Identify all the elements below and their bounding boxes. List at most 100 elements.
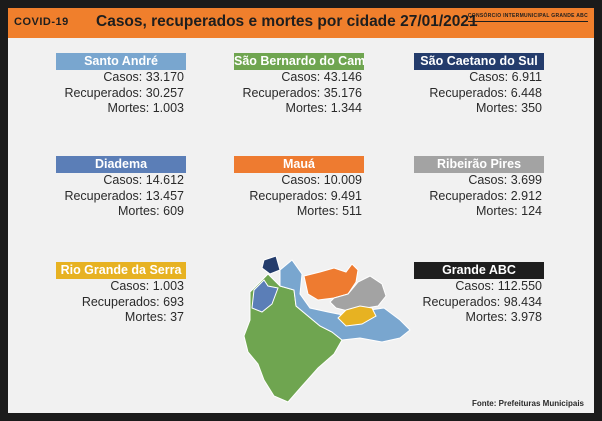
mortes-value: 37 [170, 310, 184, 324]
mortes-row: Mortes: 1.003 [56, 101, 186, 117]
grande-abc-map [243, 255, 411, 403]
city-card-grande-abc: Grande ABC Casos: 112.550 Recuperados: 9… [414, 262, 544, 326]
casos-value: 112.550 [497, 279, 542, 293]
mortes-value: 1.003 [152, 101, 184, 115]
recuperados-value: 6.448 [510, 85, 542, 100]
source-note: Fonte: Prefeituras Municipais [471, 399, 584, 408]
mortes-value: 124 [521, 204, 542, 218]
casos-row: Casos: 10.009 [234, 173, 364, 189]
map-region-santo-andre [279, 259, 411, 343]
infographic-panel: COVID-19 Casos, recuperados e mortes por… [8, 8, 594, 413]
recuperados-row: Recuperados: 6.448 [414, 86, 544, 102]
city-name: Mauá [234, 156, 364, 173]
casos-value: 3.699 [510, 173, 542, 187]
mortes-row: Mortes: 3.978 [414, 310, 544, 326]
casos-label: Casos: [110, 279, 150, 293]
casos-label: Casos: [281, 70, 321, 84]
recuperados-row: Recuperados: 693 [56, 295, 186, 311]
recuperados-value: 98.434 [503, 294, 542, 309]
casos-value: 33.170 [145, 70, 184, 84]
mortes-label: Mortes: [475, 101, 518, 115]
city-card-maua: Mauá Casos: 10.009 Recuperados: 9.491 Mo… [234, 156, 364, 220]
recuperados-label: Recuperados: [242, 85, 321, 100]
casos-row: Casos: 112.550 [414, 279, 544, 295]
recuperados-label: Recuperados: [429, 188, 508, 203]
casos-label: Casos: [469, 70, 509, 84]
mortes-row: Mortes: 124 [414, 204, 544, 220]
header-bar: COVID-19 Casos, recuperados e mortes por… [8, 8, 594, 38]
city-card-sao-bernardo-do-campo: São Bernardo do Campo Casos: 43.146 Recu… [234, 53, 364, 117]
casos-row: Casos: 3.699 [414, 173, 544, 189]
casos-value: 10.009 [323, 173, 362, 187]
mortes-row: Mortes: 350 [414, 101, 544, 117]
mortes-label: Mortes: [124, 310, 167, 324]
recuperados-label: Recuperados: [81, 294, 160, 309]
mortes-row: Mortes: 37 [56, 310, 186, 326]
map-region-sao-caetano-do-sul [261, 255, 281, 275]
casos-value: 1.003 [152, 279, 184, 293]
recuperados-value: 35.176 [323, 85, 362, 100]
covid-tag: COVID-19 [14, 16, 69, 28]
city-card-diadema: Diadema Casos: 14.612 Recuperados: 13.45… [56, 156, 186, 220]
mortes-label: Mortes: [475, 204, 518, 218]
recuperados-value: 693 [163, 294, 184, 309]
casos-label: Casos: [103, 70, 143, 84]
city-name: São Caetano do Sul [414, 53, 544, 70]
mortes-row: Mortes: 511 [234, 204, 364, 220]
mortes-value: 511 [342, 204, 362, 218]
city-card-ribeirao-pires: Ribeirão Pires Casos: 3.699 Recuperados:… [414, 156, 544, 220]
page-title: Casos, recuperados e mortes por cidade 2… [96, 13, 478, 30]
city-card-santo-andre: Santo André Casos: 33.170 Recuperados: 3… [56, 53, 186, 117]
mortes-label: Mortes: [465, 310, 508, 324]
casos-label: Casos: [468, 173, 508, 187]
recuperados-value: 9.491 [330, 188, 362, 203]
casos-row: Casos: 6.911 [414, 70, 544, 86]
city-name: São Bernardo do Campo [234, 53, 364, 70]
casos-row: Casos: 1.003 [56, 279, 186, 295]
recuperados-label: Recuperados: [422, 294, 501, 309]
casos-label: Casos: [281, 173, 321, 187]
mortes-value: 350 [521, 101, 542, 115]
recuperados-label: Recuperados: [64, 85, 143, 100]
casos-row: Casos: 43.146 [234, 70, 364, 86]
recuperados-row: Recuperados: 2.912 [414, 189, 544, 205]
casos-value: 43.146 [323, 70, 362, 84]
recuperados-label: Recuperados: [429, 85, 508, 100]
recuperados-value: 2.912 [510, 188, 542, 203]
mortes-label: Mortes: [285, 101, 328, 115]
mortes-value: 3.978 [510, 310, 542, 324]
recuperados-label: Recuperados: [64, 188, 143, 203]
recuperados-row: Recuperados: 35.176 [234, 86, 364, 102]
mortes-label: Mortes: [107, 101, 150, 115]
mortes-row: Mortes: 1.344 [234, 101, 364, 117]
casos-value: 6.911 [511, 70, 542, 84]
map-region-diadema [251, 279, 279, 313]
recuperados-row: Recuperados: 13.457 [56, 189, 186, 205]
casos-row: Casos: 14.612 [56, 173, 186, 189]
map-region-ribeirao-pires [329, 275, 387, 313]
consortium-logo-text: CONSÓRCIO INTERMUNICIPAL GRANDE ABC [467, 13, 588, 22]
recuperados-row: Recuperados: 30.257 [56, 86, 186, 102]
casos-label: Casos: [103, 173, 143, 187]
city-name: Grande ABC [414, 262, 544, 279]
city-name: Rio Grande da Serra [56, 262, 186, 279]
recuperados-row: Recuperados: 9.491 [234, 189, 364, 205]
city-card-rio-grande-da-serra: Rio Grande da Serra Casos: 1.003 Recuper… [56, 262, 186, 326]
mortes-value: 1.344 [330, 101, 362, 115]
recuperados-row: Recuperados: 98.434 [414, 295, 544, 311]
recuperados-label: Recuperados: [249, 188, 328, 203]
casos-value: 14.612 [145, 173, 184, 187]
recuperados-value: 30.257 [145, 85, 184, 100]
mortes-row: Mortes: 609 [56, 204, 186, 220]
map-region-rio-grande-da-serra [337, 305, 377, 327]
city-name: Santo André [56, 53, 186, 70]
recuperados-value: 13.457 [145, 188, 184, 203]
casos-row: Casos: 33.170 [56, 70, 186, 86]
city-name: Ribeirão Pires [414, 156, 544, 173]
mortes-value: 609 [163, 204, 184, 218]
mortes-label: Mortes: [117, 204, 160, 218]
mortes-label: Mortes: [296, 204, 339, 218]
city-name: Diadema [56, 156, 186, 173]
casos-label: Casos: [455, 279, 495, 293]
